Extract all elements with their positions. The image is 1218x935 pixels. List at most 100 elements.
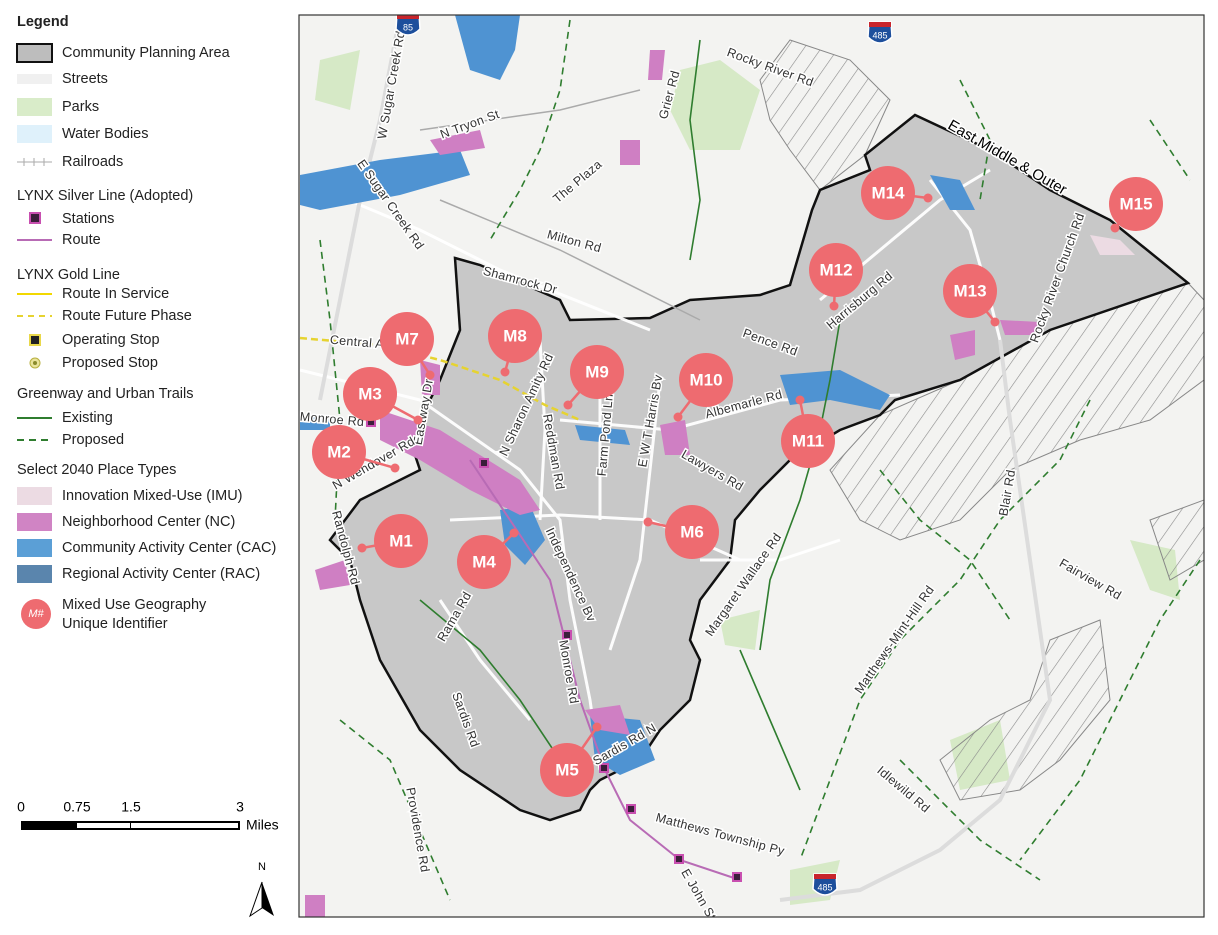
marker [380, 312, 434, 366]
marker-pin-dot [1110, 223, 1120, 233]
legend-label: Regional Activity Center (RAC) [62, 566, 260, 582]
map: W Sugar Creek Rd N Tryon StE Sugar Creek … [299, 15, 1204, 917]
marker [1109, 177, 1163, 231]
shield-top [397, 15, 419, 19]
marker-label: M9 [585, 362, 609, 381]
marker [343, 367, 397, 421]
marker-label: M6 [680, 522, 704, 541]
legend-label: LYNX Silver Line (Adopted) [17, 188, 193, 204]
legend-title: Legend [17, 14, 69, 30]
marker [861, 166, 915, 220]
scale-label: 3 [236, 799, 244, 815]
legend-label: Parks [62, 99, 99, 115]
marker-label: M11 [792, 431, 824, 450]
legend-symbol [17, 98, 52, 116]
legend-symbol [29, 212, 41, 224]
marker [781, 414, 835, 468]
marker-pin-dot [795, 395, 805, 405]
marker [488, 309, 542, 363]
legend-symbol [17, 487, 52, 505]
legend-label: Route [62, 232, 101, 248]
shield-label: 85 [403, 22, 413, 32]
marker-pin-dot [923, 193, 933, 203]
railroad [439, 199, 701, 321]
marker [374, 514, 428, 568]
marker [943, 264, 997, 318]
legend-symbol [17, 74, 52, 84]
marker-pin-dot [829, 301, 839, 311]
marker [665, 505, 719, 559]
marker-pin-dot [413, 415, 423, 425]
legend-label: Railroads [62, 154, 123, 170]
legend-label: Water Bodies [62, 126, 149, 142]
legend-symbol [29, 357, 41, 369]
interstate-shield [395, 15, 421, 36]
silver-stations [366, 417, 742, 882]
scale-label: 0.75 [63, 799, 90, 815]
legend-symbol [17, 158, 52, 166]
legend-label: Route Future Phase [62, 308, 192, 324]
interstate-shield [812, 873, 838, 896]
shield-label: 485 [817, 882, 832, 892]
scale-bar [21, 821, 240, 830]
marker-pin-dot [509, 528, 519, 538]
marker-label: M7 [395, 329, 419, 348]
shield-label: 485 [872, 30, 887, 40]
silver-line [469, 459, 741, 881]
legend-label: Mixed Use Geography [62, 597, 207, 613]
marker-label: M12 [819, 260, 852, 279]
legend-label: Community Activity Center (CAC) [62, 540, 276, 556]
marker-label: M2 [327, 442, 351, 461]
legend-labels: Community Planning Area Streets Parks Water… [17, 45, 276, 632]
legend-symbol [21, 599, 51, 629]
marker-pin-dot [673, 412, 683, 422]
shield-top [869, 22, 891, 27]
cac-areas [300, 15, 975, 775]
legend-label: Operating Stop [62, 332, 160, 348]
legend-label: Unique Identifier [62, 616, 168, 632]
legend-label: Neighborhood Center (NC) [62, 514, 235, 530]
scale-label: 1.5 [121, 799, 141, 815]
marker-pin-dot [592, 722, 602, 732]
marker-label: M15 [1119, 194, 1152, 213]
north-label: N [258, 861, 266, 873]
marker-label: M8 [503, 326, 527, 345]
legend-marker-symbol: M# [28, 608, 44, 620]
marker [312, 425, 366, 479]
scale-unit: Miles [246, 817, 279, 833]
marker-label: M4 [472, 552, 496, 571]
marker-pin-dot [563, 400, 573, 410]
marker-pin-dot [990, 317, 1000, 327]
legend-label: Existing [62, 410, 113, 426]
marker-pin-dot [643, 517, 653, 527]
road-label: Central Av [329, 333, 391, 352]
shield-top [814, 874, 836, 879]
legend-label: Proposed Stop [62, 355, 158, 371]
marker-pin-dot [357, 543, 367, 553]
legend-symbol [17, 539, 52, 557]
marker-pin-dot [500, 367, 510, 377]
marker-pin-dot [390, 463, 400, 473]
interstate-shield [867, 21, 893, 44]
legend-label: Streets [62, 71, 108, 87]
marker-pin-dot [425, 370, 435, 380]
gold-line [299, 336, 581, 422]
marker-label: M13 [953, 281, 986, 300]
legend: Legend M# [16, 14, 69, 629]
marker-label: M1 [389, 531, 413, 550]
marker [457, 535, 511, 589]
map-frame [298, 14, 1205, 918]
marker-label: M3 [358, 384, 382, 403]
legend-label: Innovation Mixed-Use (IMU) [62, 488, 243, 504]
legend-label: Route In Service [62, 286, 169, 302]
railroad [419, 89, 641, 131]
legend-label: LYNX Gold Line [17, 267, 120, 283]
legend-symbol [29, 334, 41, 346]
legend-label: Select 2040 Place Types [17, 462, 176, 478]
legend-symbol [17, 565, 52, 583]
marker-label: M10 [689, 370, 722, 389]
legend-label: Community Planning Area [62, 45, 231, 61]
legend-symbol [16, 43, 53, 63]
